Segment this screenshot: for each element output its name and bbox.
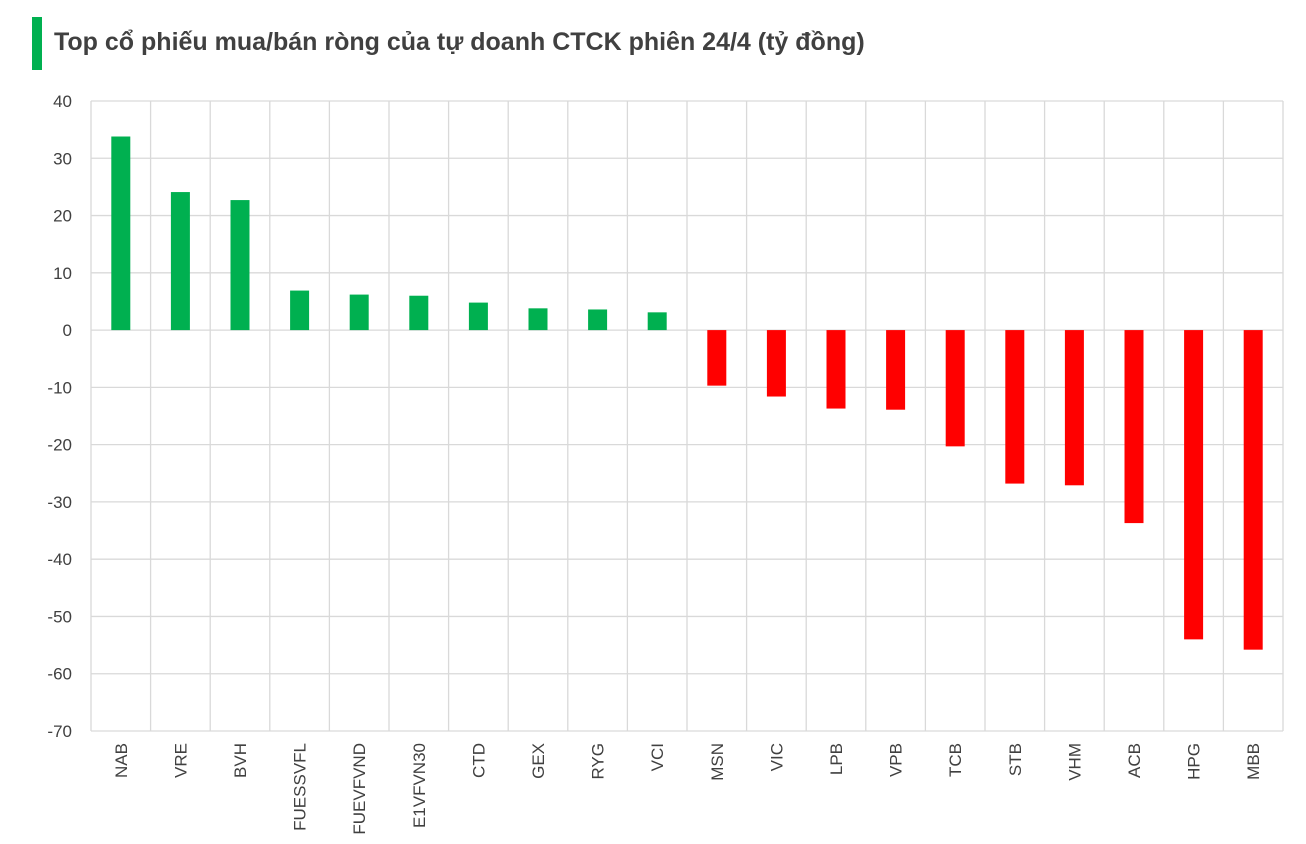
bar-vic xyxy=(766,330,786,397)
bar-ryg xyxy=(588,309,608,331)
x-tick-label: VCI xyxy=(648,743,667,771)
y-tick-label: 20 xyxy=(53,207,72,226)
bar-e1vfvn30 xyxy=(409,295,429,331)
y-tick-label: 0 xyxy=(63,321,72,340)
x-tick-label: STB xyxy=(1006,743,1025,776)
bar-hpg xyxy=(1184,330,1204,640)
x-tick-label: VRE xyxy=(171,743,190,778)
x-tick-label: FUEVFVND xyxy=(350,743,369,835)
bar-fuessvfl xyxy=(290,290,310,331)
y-tick-label: -50 xyxy=(47,607,72,626)
x-tick-label: E1VFVN30 xyxy=(410,743,429,828)
bar-tcb xyxy=(945,330,965,447)
bar-stb xyxy=(1005,330,1025,484)
bar-vpb xyxy=(886,330,906,410)
bar-vci xyxy=(647,312,667,331)
y-tick-label: -10 xyxy=(47,378,72,397)
y-tick-label: -60 xyxy=(47,665,72,684)
x-tick-label: HPG xyxy=(1185,743,1204,780)
bars xyxy=(111,136,1263,650)
x-tick-label: VHM xyxy=(1065,743,1084,781)
x-tick-label: GEX xyxy=(529,743,548,779)
bar-nab xyxy=(111,136,131,331)
bar-bvh xyxy=(230,200,250,331)
x-tick-label: CTD xyxy=(469,743,488,778)
bar-mbb xyxy=(1243,330,1263,650)
y-tick-label: 30 xyxy=(53,149,72,168)
x-tick-label: NAB xyxy=(112,743,131,778)
bar-ctd xyxy=(468,302,488,331)
x-tick-label: BVH xyxy=(231,743,250,778)
y-tick-label: 40 xyxy=(53,92,72,111)
bar-gex xyxy=(528,308,548,331)
x-tick-label: LPB xyxy=(827,743,846,775)
x-tick-label: FUESSVFL xyxy=(291,743,310,831)
bar-vhm xyxy=(1064,330,1084,486)
x-tick-label: TCB xyxy=(946,743,965,777)
bar-acb xyxy=(1124,330,1144,524)
y-tick-label: 10 xyxy=(53,264,72,283)
title-accent-bar xyxy=(32,17,42,70)
x-tick-label: VIC xyxy=(767,743,786,771)
grid-lines xyxy=(90,100,1284,732)
x-tick-label: ACB xyxy=(1125,743,1144,778)
x-tick-label: MSN xyxy=(708,743,727,781)
y-tick-label: -40 xyxy=(47,550,72,569)
x-axis-ticks: NAB VRE BVH FUESSVFL FUEVFVND E1VFVN30 CTD GEX R… xyxy=(112,743,1263,835)
bar-lpb xyxy=(826,330,846,409)
y-axis-ticks: 40 30 20 10 0 -10 -20 -30 -40 -50 -60 -70 xyxy=(47,92,72,741)
x-tick-label: RYG xyxy=(589,743,608,780)
bar-vre xyxy=(170,192,190,331)
y-tick-label: -20 xyxy=(47,436,72,455)
x-tick-label: MBB xyxy=(1244,743,1263,780)
bar-fuevfvnd xyxy=(349,294,369,331)
chart-title: Top cổ phiếu mua/bán ròng của tự doanh C… xyxy=(54,28,865,56)
y-tick-label: -30 xyxy=(47,493,72,512)
y-tick-label: -70 xyxy=(47,722,72,741)
bar-msn xyxy=(707,330,727,386)
x-tick-label: VPB xyxy=(887,743,906,777)
